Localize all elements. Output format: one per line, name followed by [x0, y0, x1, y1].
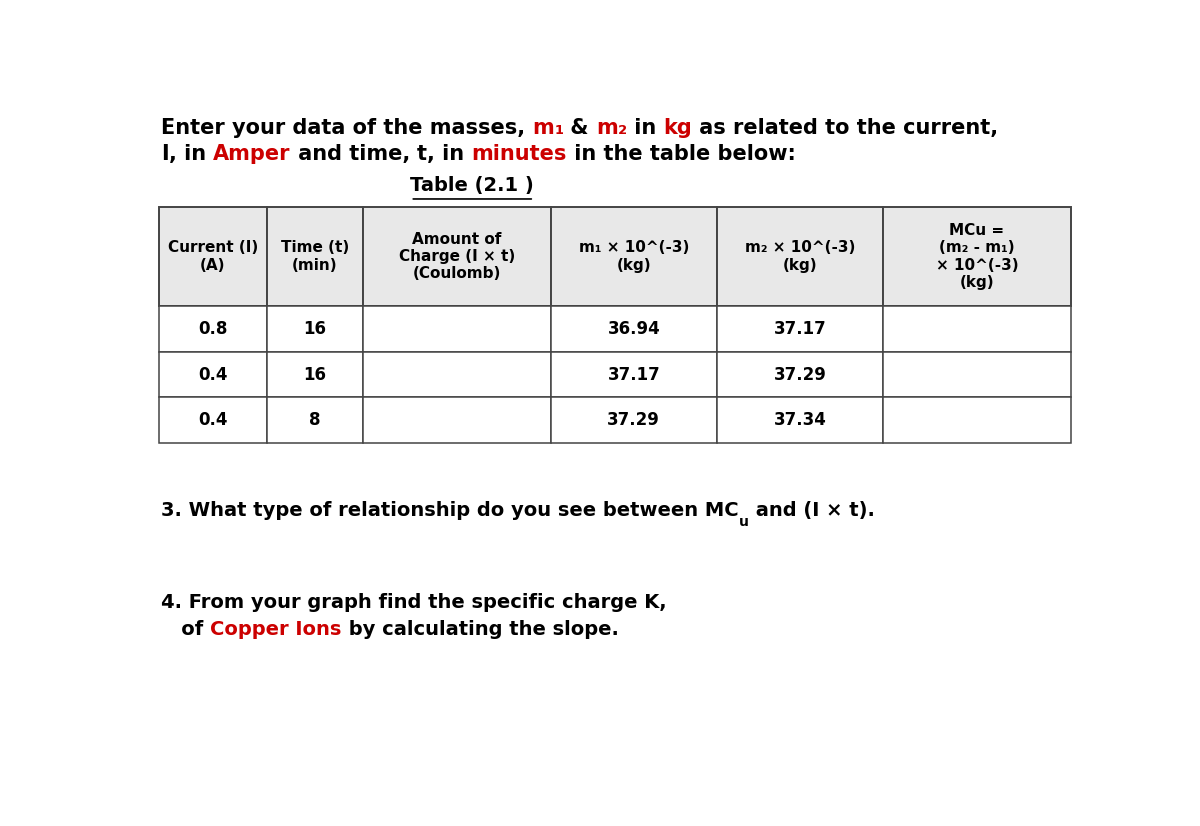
Text: , in: , in [427, 144, 472, 164]
Text: 16: 16 [304, 320, 326, 338]
Text: 4. From your graph find the specific charge K,: 4. From your graph find the specific cha… [161, 593, 667, 612]
Bar [551, 397, 716, 444]
Text: Copper Ions: Copper Ions [210, 620, 342, 638]
Text: 0.4: 0.4 [198, 366, 228, 383]
Text: Amper: Amper [214, 144, 290, 164]
Text: 16: 16 [304, 366, 326, 383]
Text: 37.17: 37.17 [607, 366, 660, 383]
Text: 37.29: 37.29 [607, 411, 660, 430]
Text: and (I × t).: and (I × t). [749, 501, 875, 520]
Text: 3. What type of relationship do you see between MC: 3. What type of relationship do you see … [161, 501, 739, 520]
Bar [551, 306, 716, 352]
Bar [716, 306, 883, 352]
Text: minutes: minutes [472, 144, 566, 164]
Text: m: m [596, 118, 618, 138]
Text: ₁: ₁ [554, 118, 564, 138]
Text: 37.29: 37.29 [774, 366, 827, 383]
Bar [160, 397, 266, 444]
Text: u: u [739, 515, 749, 529]
Bar [883, 352, 1070, 397]
Text: &: & [564, 118, 596, 138]
Text: Enter your data of the masses,: Enter your data of the masses, [161, 118, 533, 138]
Text: , in: , in [169, 144, 214, 164]
Bar [364, 352, 551, 397]
Bar [364, 397, 551, 444]
Text: MCu =
(m₂ - m₁)
× 10^(-3)
(kg): MCu = (m₂ - m₁) × 10^(-3) (kg) [936, 223, 1018, 290]
Bar [266, 352, 364, 397]
Bar [364, 306, 551, 352]
Bar [716, 397, 883, 444]
Bar [551, 352, 716, 397]
Text: I: I [161, 144, 169, 164]
Text: m₂ × 10^(-3)
(kg): m₂ × 10^(-3) (kg) [745, 240, 856, 273]
Text: 37.34: 37.34 [774, 411, 827, 430]
Text: by calculating the slope.: by calculating the slope. [342, 620, 618, 638]
Text: 37.17: 37.17 [774, 320, 827, 338]
Bar [883, 397, 1070, 444]
Text: as related to the current,: as related to the current, [692, 118, 998, 138]
Text: of: of [161, 620, 210, 638]
Text: and time,: and time, [290, 144, 418, 164]
Bar [160, 352, 266, 397]
Bar [266, 207, 364, 306]
Text: t: t [418, 144, 427, 164]
Text: m₁ × 10^(-3)
(kg): m₁ × 10^(-3) (kg) [578, 240, 689, 273]
Text: 0.8: 0.8 [198, 320, 228, 338]
Text: 36.94: 36.94 [607, 320, 660, 338]
Bar [716, 207, 883, 306]
Text: Table (2.1 ): Table (2.1 ) [410, 176, 534, 195]
Text: 8: 8 [310, 411, 320, 430]
Bar [364, 207, 551, 306]
Bar [160, 306, 266, 352]
Bar [160, 207, 266, 306]
Text: m: m [533, 118, 554, 138]
Bar [883, 207, 1070, 306]
Text: Time (t)
(min): Time (t) (min) [281, 240, 349, 273]
Bar [266, 306, 364, 352]
Text: Current (I)
(A): Current (I) (A) [168, 240, 258, 273]
Bar [551, 207, 716, 306]
Text: in the table below:: in the table below: [566, 144, 796, 164]
Text: kg: kg [664, 118, 692, 138]
Bar [716, 352, 883, 397]
Bar [266, 397, 364, 444]
Text: ₂: ₂ [618, 118, 628, 138]
Bar [883, 306, 1070, 352]
Text: Amount of
Charge (I × t)
(Coulomb): Amount of Charge (I × t) (Coulomb) [398, 231, 515, 282]
Text: 0.4: 0.4 [198, 411, 228, 430]
Text: in: in [628, 118, 664, 138]
